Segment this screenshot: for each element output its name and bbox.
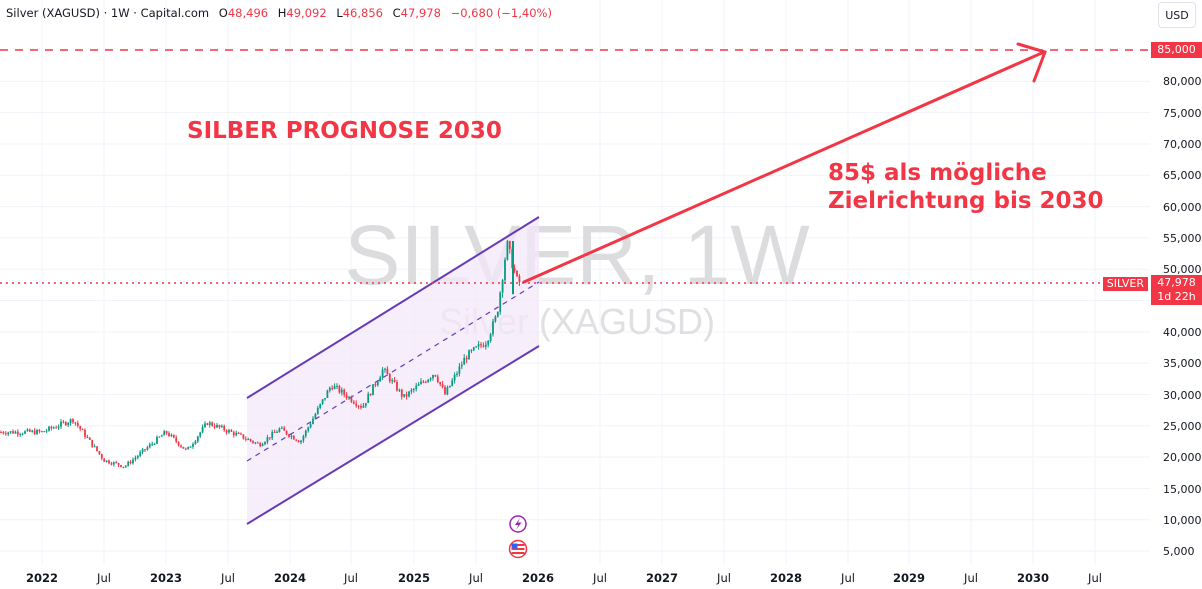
price-label: 75,000 (1163, 107, 1202, 120)
price-label: 70,000 (1163, 138, 1202, 151)
grid-lines (0, 0, 1150, 565)
time-label: Jul (1087, 571, 1102, 585)
price-label: 55,000 (1163, 232, 1202, 245)
forecast-note-line1[interactable]: 85$ als mögliche (828, 160, 1047, 186)
low-value: 46,856 (342, 6, 383, 20)
parallel-channel[interactable] (246, 216, 540, 525)
high-label: H (277, 6, 287, 20)
time-axis[interactable]: 2022 Jul 2023 Jul 2024 Jul 2025 Jul 2026… (26, 571, 1102, 585)
time-label: Jul (220, 571, 235, 585)
time-label: 2029 (893, 571, 925, 585)
price-axis[interactable]: 80,000 75,000 70,000 65,000 60,000 55,00… (1163, 75, 1202, 558)
price-label: 10,000 (1163, 514, 1202, 527)
high-value: 49,092 (286, 6, 327, 20)
channel-lower-line[interactable] (246, 345, 540, 525)
price-label: 15,000 (1163, 483, 1202, 496)
forecast-title[interactable]: SILBER PROGNOSE 2030 (187, 118, 502, 144)
lightning-event-icon[interactable] (509, 515, 527, 533)
target-arrow[interactable] (522, 42, 1047, 284)
us-flag-event-icon[interactable] (508, 539, 528, 559)
price-label: 20,000 (1163, 451, 1202, 464)
time-label: 2023 (150, 571, 182, 585)
time-label: 2027 (646, 571, 678, 585)
symbol-title: Silver (XAGUSD) · 1W · Capital.com (6, 6, 210, 20)
current-price-value: 47,978 (1157, 276, 1196, 289)
close-label: C (392, 6, 401, 20)
time-label: Jul (343, 571, 358, 585)
price-label: 50,000 (1163, 263, 1202, 276)
channel-fill (247, 217, 539, 524)
price-label: 30,000 (1163, 389, 1202, 402)
candlestick-series (0, 239, 521, 469)
bar-countdown: 1d 22h (1157, 290, 1196, 303)
price-label: 35,000 (1163, 357, 1202, 370)
time-label: Jul (840, 571, 855, 585)
price-label: 60,000 (1163, 201, 1202, 214)
open-label: O (218, 6, 228, 20)
current-price-badge: 47,978 1d 22h (1151, 275, 1202, 305)
forecast-note-line2[interactable]: Zielrichtung bis 2030 (828, 188, 1104, 214)
price-label: 5,000 (1163, 545, 1195, 558)
time-label: Jul (96, 571, 111, 585)
price-label: 80,000 (1163, 75, 1202, 88)
channel-upper-line[interactable] (246, 216, 540, 399)
channel-middle-line[interactable] (246, 281, 540, 462)
symbol-badge: SILVER (1102, 277, 1148, 291)
time-label: 2026 (522, 571, 554, 585)
time-label: 2030 (1017, 571, 1049, 585)
close-value: 47,978 (400, 6, 441, 20)
price-label: 65,000 (1163, 169, 1202, 182)
change-value: −0,680 (−1,40%) (450, 6, 552, 20)
price-label: 25,000 (1163, 420, 1202, 433)
time-label: Jul (716, 571, 731, 585)
time-label: Jul (468, 571, 483, 585)
target-price-badge: 85,000 (1151, 42, 1202, 58)
time-label: Jul (963, 571, 978, 585)
symbol-legend[interactable]: Silver (XAGUSD) · 1W · Capital.com O48,4… (6, 6, 552, 20)
watermark-main: SILVER, 1W (344, 208, 809, 302)
time-label: 2028 (770, 571, 802, 585)
time-label: 2022 (26, 571, 58, 585)
low-label: L (336, 6, 343, 20)
time-label: 2024 (274, 571, 306, 585)
currency-button[interactable]: USD (1158, 2, 1196, 28)
time-label: Jul (592, 571, 607, 585)
price-label: 40,000 (1163, 326, 1202, 339)
open-value: 48,496 (227, 6, 269, 20)
time-label: 2025 (398, 571, 430, 585)
